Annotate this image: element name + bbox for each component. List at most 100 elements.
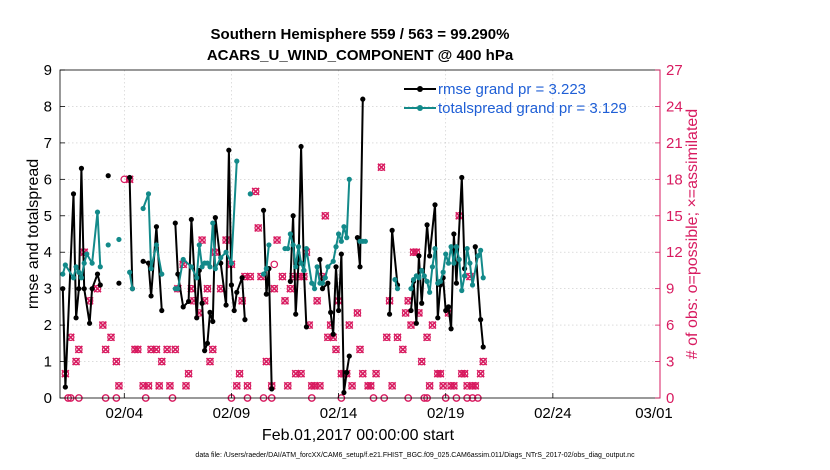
obs-possible-circle [232,382,241,390]
obs-assimilated-cross [232,381,241,390]
obs-assimilated-marker [348,381,357,390]
series-point-rmse [105,173,111,179]
obs-assimilated-cross [393,333,402,342]
obs-possible-circle [291,369,300,378]
series-point-totalspread [140,205,146,212]
series-point-rmse [478,317,484,323]
obs-assimilated-marker [428,321,437,330]
series-point-rmse [448,326,454,332]
x-tick-label: 02/24 [534,405,572,422]
series-point-rmse [357,264,363,270]
series-point-rmse [199,300,205,306]
series-point-rmse [290,213,296,219]
obs-possible-circle [139,382,147,390]
series-point-rmse [319,286,326,292]
series-point-totalspread [145,191,152,197]
obs-assimilated-marker [270,284,279,293]
obs-possible-circle [163,345,171,354]
obs-assimilated-marker [358,369,367,378]
series-point-rmse [260,207,267,213]
series-point-totalspread [429,264,436,270]
y-tick-label-left: 1 [44,354,52,371]
obs-assimilated-cross [208,345,217,354]
obs-assimilated-marker [112,357,121,366]
series-point-rmse [389,227,395,233]
series-point-totalspread [325,264,331,270]
series-point-totalspread [84,251,90,257]
obs-assimilated-marker [401,308,410,318]
series-point-totalspread [424,278,430,284]
legend: rmse grand pr = 3.223 totalspread grand … [404,81,627,117]
legend-spread-label: totalspread grand pr = 3.129 [438,100,627,117]
obs-assimilated-marker [203,284,212,293]
obs-possible-circle [316,382,324,390]
obs-possible-circle [262,357,271,366]
obs-possible-circle [286,284,295,293]
series-point-rmse [480,344,486,350]
y-tick-label-left: 6 [44,171,52,188]
series-point-rmse [76,286,82,292]
obs-assimilated-marker [366,381,375,390]
obs-possible-circle [198,236,206,244]
series-point-totalspread [330,258,336,264]
obs-possible-circle [238,297,246,305]
obs-assimilated-marker [208,345,217,354]
obs-possible-circle [273,236,281,244]
obs-assimilated-marker [222,236,231,245]
y-axis-right-label: # of obs: o=possible; ×=assimilated [684,109,701,359]
obs-assimilated-cross [398,345,407,354]
series-point-totalspread [346,176,352,182]
series-point-totalspread [223,249,229,255]
obs-assimilated-marker [144,381,153,390]
y-tick-label-left: 8 [44,98,52,115]
obs-assimilated-marker [286,284,295,293]
series-point-totalspread [263,266,269,272]
obs-possible-circle [101,345,110,354]
obs-possible-circle [353,309,362,317]
series-point-rmse [386,311,393,317]
obs-possible-circle [222,236,230,244]
obs-assimilated-marker [205,357,215,366]
series-point-rmse [89,286,95,292]
series-point-totalspread [180,256,186,263]
series-point-totalspread [416,275,422,281]
obs-assimilated-cross [345,321,354,330]
obs-possible-circle [155,382,164,390]
obs-assimilated-cross [184,369,193,378]
x-tick-label: 02/09 [213,405,251,422]
series-point-totalspread [440,269,446,275]
obs-assimilated-cross [476,369,485,378]
obs-assimilated-marker [377,163,386,172]
obs-possible-circle [297,369,305,378]
obs-assimilated-cross [205,357,215,366]
series-point-totalspread [338,238,344,244]
y-tick-label-left: 5 [44,208,52,225]
obs-assimilated-marker [246,272,255,281]
obs-assimilated-cross [203,284,212,293]
series-point-totalspread [196,242,202,248]
series-point-rmse [317,256,323,263]
series-point-rmse [234,289,240,295]
obs-assimilated-marker [388,381,397,390]
y-tick-label-right: 0 [666,390,674,407]
obs-assimilated-cross [254,223,263,232]
obs-possible-circle [463,382,471,390]
series-point-rmse [226,147,232,153]
x-tick-label: 02/04 [106,405,144,422]
series-point-totalspread [199,264,205,270]
series-point-rmse [435,315,441,321]
y-tick-label-left: 3 [44,281,52,298]
series-point-rmse [202,348,208,354]
obs-assimilated-cross [348,381,357,390]
series-point-totalspread [97,264,103,270]
obs-assimilated-cross [181,381,191,390]
obs-assimilated-marker [280,296,290,305]
obs-possible-circle [388,382,396,390]
obs-assimilated-marker [417,357,426,366]
series-point-rmse [231,307,237,314]
obs-assimilated-cross [114,381,123,390]
obs-assimilated-marker [436,369,445,378]
series-point-totalspread [437,278,443,284]
series-point-rmse [212,215,218,221]
